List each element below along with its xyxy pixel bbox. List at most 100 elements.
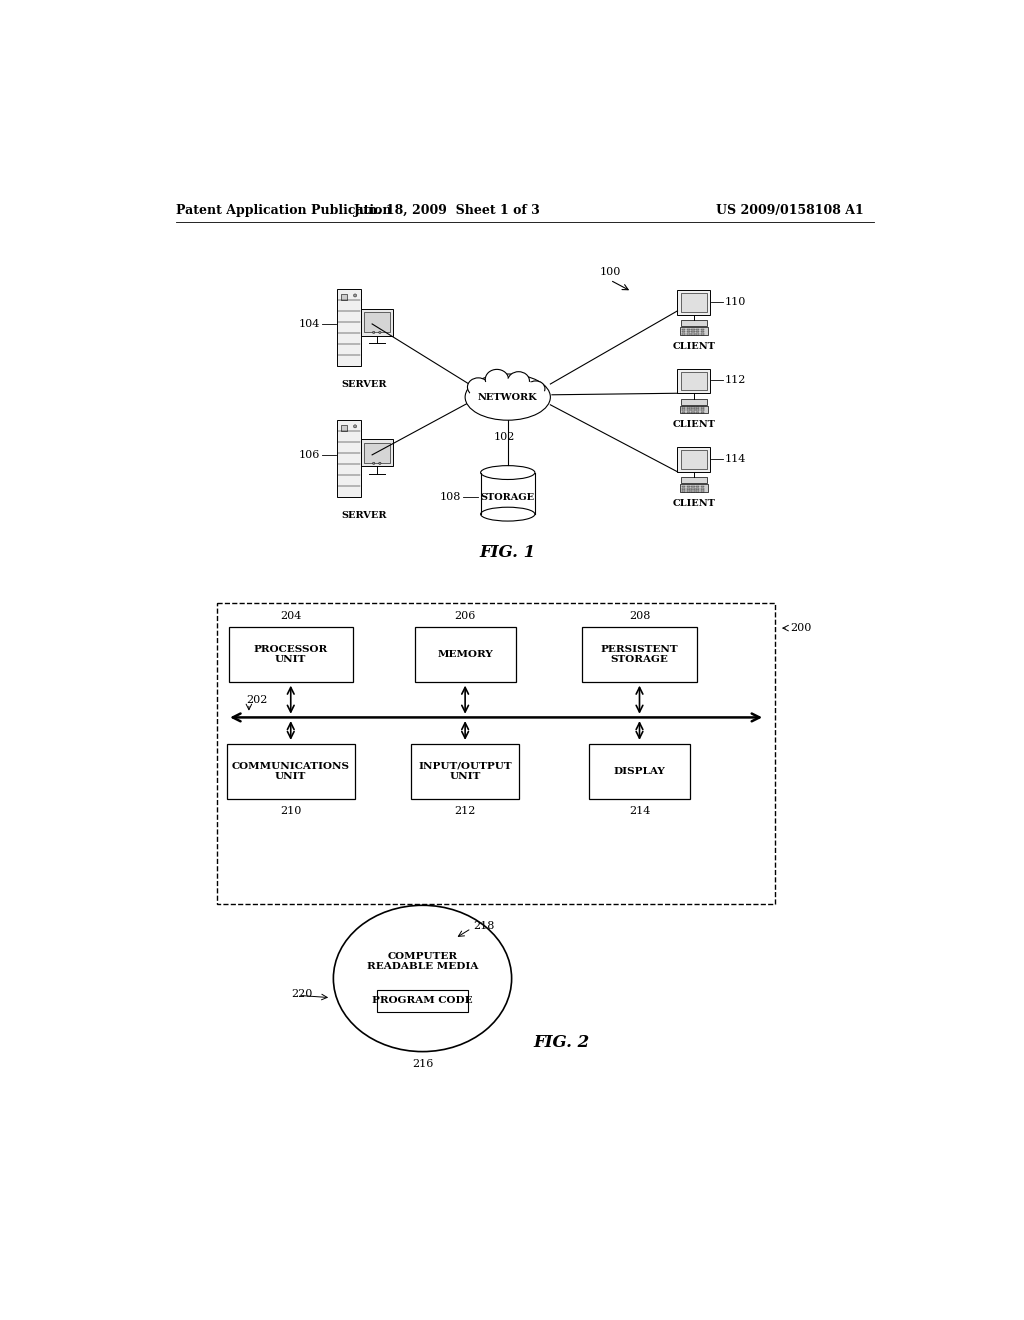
Bar: [691, 407, 694, 409]
Text: Patent Application Publication: Patent Application Publication: [176, 205, 391, 218]
Bar: [337, 289, 360, 367]
Text: FIG. 1: FIG. 1: [479, 544, 536, 561]
Bar: [700, 329, 703, 330]
Bar: [411, 743, 519, 799]
Bar: [700, 490, 703, 492]
Bar: [696, 331, 699, 333]
Bar: [589, 743, 690, 799]
Bar: [696, 486, 699, 487]
Bar: [681, 372, 707, 391]
Bar: [360, 309, 393, 335]
Bar: [337, 420, 360, 498]
Text: 110: 110: [725, 297, 746, 306]
Text: SERVER: SERVER: [342, 380, 387, 389]
Ellipse shape: [526, 381, 545, 396]
Bar: [680, 405, 708, 413]
Bar: [691, 412, 694, 413]
Text: 216: 216: [412, 1059, 433, 1069]
Bar: [687, 331, 690, 333]
Bar: [480, 473, 535, 515]
Text: STORAGE: STORAGE: [480, 492, 535, 502]
Bar: [681, 450, 707, 469]
Bar: [681, 293, 707, 312]
Bar: [682, 409, 685, 411]
Bar: [682, 490, 685, 492]
Text: 220: 220: [291, 989, 312, 999]
Bar: [687, 486, 690, 487]
Text: COMMUNICATIONS
UNIT: COMMUNICATIONS UNIT: [231, 762, 350, 781]
Ellipse shape: [467, 378, 489, 396]
Text: PROGRAM CODE: PROGRAM CODE: [372, 997, 473, 1006]
Bar: [700, 409, 703, 411]
Bar: [687, 412, 690, 413]
Bar: [678, 290, 710, 314]
Bar: [700, 412, 703, 413]
Text: 214: 214: [629, 807, 650, 816]
Bar: [696, 490, 699, 492]
Bar: [687, 409, 690, 411]
Bar: [687, 488, 690, 490]
Circle shape: [379, 462, 381, 465]
Ellipse shape: [334, 906, 512, 1052]
Bar: [691, 333, 694, 335]
Ellipse shape: [469, 379, 547, 416]
Text: 208: 208: [629, 611, 650, 620]
Text: SERVER: SERVER: [342, 511, 387, 520]
Bar: [678, 447, 710, 471]
Bar: [678, 368, 710, 393]
Bar: [687, 329, 690, 330]
Bar: [364, 312, 390, 333]
Bar: [377, 990, 468, 1011]
Text: 212: 212: [455, 807, 476, 816]
Text: 104: 104: [299, 319, 321, 329]
Bar: [696, 409, 699, 411]
Text: 114: 114: [725, 454, 746, 463]
Text: 218: 218: [473, 921, 495, 931]
Bar: [680, 327, 708, 335]
Bar: [228, 627, 352, 682]
Bar: [696, 488, 699, 490]
Text: Jun. 18, 2009  Sheet 1 of 3: Jun. 18, 2009 Sheet 1 of 3: [354, 205, 541, 218]
Bar: [364, 442, 390, 463]
Text: NETWORK: NETWORK: [478, 392, 538, 401]
Bar: [700, 333, 703, 335]
Text: PERSISTENT
STORAGE: PERSISTENT STORAGE: [601, 644, 678, 664]
Text: 102: 102: [494, 432, 515, 442]
Bar: [682, 488, 685, 490]
Text: 200: 200: [790, 623, 811, 634]
Bar: [691, 490, 694, 492]
Bar: [700, 488, 703, 490]
Ellipse shape: [485, 370, 509, 389]
Ellipse shape: [480, 466, 535, 479]
Bar: [682, 407, 685, 409]
Bar: [700, 407, 703, 409]
Bar: [700, 486, 703, 487]
Circle shape: [353, 294, 356, 297]
Text: 204: 204: [280, 611, 301, 620]
Bar: [700, 331, 703, 333]
Bar: [682, 412, 685, 413]
Bar: [341, 294, 347, 300]
Bar: [360, 440, 393, 466]
Bar: [687, 333, 690, 335]
Bar: [691, 488, 694, 490]
Bar: [682, 333, 685, 335]
Circle shape: [353, 425, 356, 428]
Bar: [227, 743, 355, 799]
Ellipse shape: [480, 507, 535, 521]
Ellipse shape: [508, 372, 529, 391]
Text: 210: 210: [280, 807, 301, 816]
Bar: [681, 399, 707, 405]
Text: 206: 206: [455, 611, 476, 620]
Text: FIG. 2: FIG. 2: [534, 1034, 590, 1051]
Ellipse shape: [465, 374, 550, 420]
Text: CLIENT: CLIENT: [673, 499, 715, 508]
Bar: [691, 329, 694, 330]
Text: 112: 112: [725, 375, 746, 385]
Text: US 2009/0158108 A1: US 2009/0158108 A1: [717, 205, 864, 218]
Bar: [687, 407, 690, 409]
Text: CLIENT: CLIENT: [673, 342, 715, 351]
Text: COMPUTER
READABLE MEDIA: COMPUTER READABLE MEDIA: [367, 952, 478, 972]
Text: 106: 106: [299, 450, 321, 459]
Text: CLIENT: CLIENT: [673, 420, 715, 429]
